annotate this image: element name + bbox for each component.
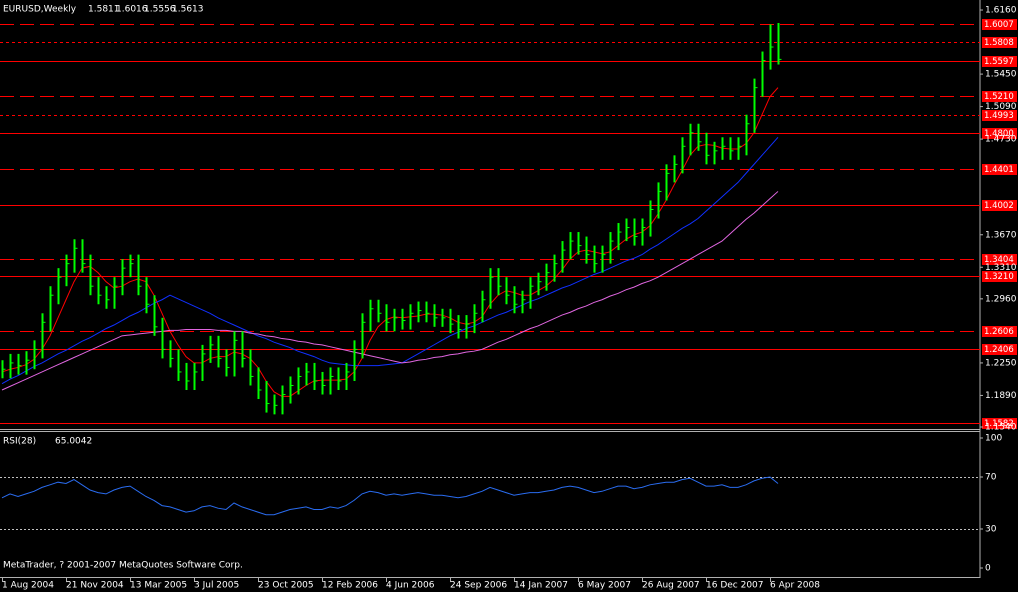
moving-average-layer (1, 87, 779, 397)
price-level-tag (982, 91, 1017, 102)
price-level-label: 1.2606 (984, 327, 1014, 337)
price-level-tag (982, 37, 1017, 48)
copyright-footer: MetaTrader, ? 2001-2007 MetaQuotes Softw… (3, 561, 243, 571)
rsi-y-tick-label: 100 (985, 434, 1002, 444)
price-level-tag (982, 271, 1017, 282)
price-level-tag (982, 128, 1017, 139)
rsi-title: RSI(28) (3, 437, 36, 447)
x-tick-label: 6 Apr 2008 (770, 581, 820, 591)
y-tick-label: 1.3310 (985, 263, 1017, 273)
price-level-label: 1.2406 (984, 345, 1014, 355)
symbol-title: EURUSD,Weekly (3, 5, 77, 15)
header-high: 1.6016 (116, 5, 148, 15)
price-level-label: 1.5808 (984, 38, 1014, 48)
rsi-layer (0, 476, 980, 530)
price-level-label: 1.6007 (984, 20, 1014, 30)
y-tick-label: 1.2250 (985, 358, 1017, 368)
price-level-label: 1.3404 (984, 255, 1014, 265)
price-level-tag (982, 344, 1017, 355)
header-low: 1.5556 (144, 5, 176, 15)
axis-layer: 1.6160 1.5450 1.5090 1.4730 1.3670 1.3310 1.29… (2, 6, 1017, 591)
rsi-y-tick-label: 30 (985, 525, 997, 535)
x-tick-label: 14 Jan 2007 (514, 581, 568, 591)
x-tick-label: 13 Mar 2005 (130, 581, 187, 591)
price-level-tag (982, 56, 1017, 67)
moving-average-line (1, 136, 779, 385)
price-level-label: 1.3210 (984, 272, 1014, 282)
x-tick-label: 1 Aug 2004 (2, 581, 54, 591)
price-level-tag (982, 326, 1017, 337)
price-level-label: 1.5210 (984, 92, 1014, 102)
x-tick-label: 26 Aug 2007 (642, 581, 700, 591)
rsi-line (1, 476, 779, 516)
price-level-tag (982, 200, 1017, 211)
x-tick-label: 16 Dec 2007 (706, 581, 764, 591)
price-level-tag (982, 164, 1017, 175)
x-tick-label: 6 May 2007 (578, 581, 631, 591)
x-tick-label: 4 Jun 2006 (386, 581, 435, 591)
moving-average-line (1, 87, 779, 397)
price-level-label: 1.4800 (984, 129, 1014, 139)
price-level-tag (982, 418, 1017, 429)
y-tick-label: 1.5090 (985, 102, 1017, 112)
price-level-tag (982, 254, 1017, 265)
header-close: 1.5613 (172, 5, 204, 15)
x-tick-label: 21 Nov 2004 (66, 581, 124, 591)
price-level-label: 1.4002 (984, 201, 1014, 211)
price-level-tag (982, 110, 1017, 121)
price-level-label: 1.1582 (984, 419, 1014, 429)
x-tick-label: 12 Feb 2006 (322, 581, 378, 591)
y-tick-label: 1.4730 (985, 135, 1017, 145)
rsi-y-tick-label: 70 (985, 473, 997, 483)
x-tick-label: 23 Oct 2005 (258, 581, 314, 591)
price-level-label: 1.5597 (984, 57, 1014, 67)
price-level-label: 1.4401 (984, 165, 1014, 175)
y-tick-label: 1.1540 (985, 423, 1017, 433)
y-tick-label: 1.2960 (985, 294, 1017, 304)
y-tick-label: 1.5450 (985, 70, 1017, 80)
y-tick-label: 1.3670 (985, 230, 1017, 240)
bar-layer (1, 23, 782, 415)
price-level-tag (982, 19, 1017, 30)
rsi-current-value: 65.0042 (55, 437, 92, 447)
rsi-y-tick-label: 0 (985, 564, 991, 574)
x-tick-label: 3 Jul 2005 (194, 581, 239, 591)
y-tick-label: 1.1890 (985, 391, 1017, 401)
moving-average-line (1, 191, 779, 391)
x-tick-label: 24 Sep 2006 (450, 581, 507, 591)
y-tick-label: 1.6160 (985, 6, 1017, 16)
header-open: 1.5811 (88, 5, 120, 15)
price-level-label: 1.4993 (984, 111, 1014, 121)
